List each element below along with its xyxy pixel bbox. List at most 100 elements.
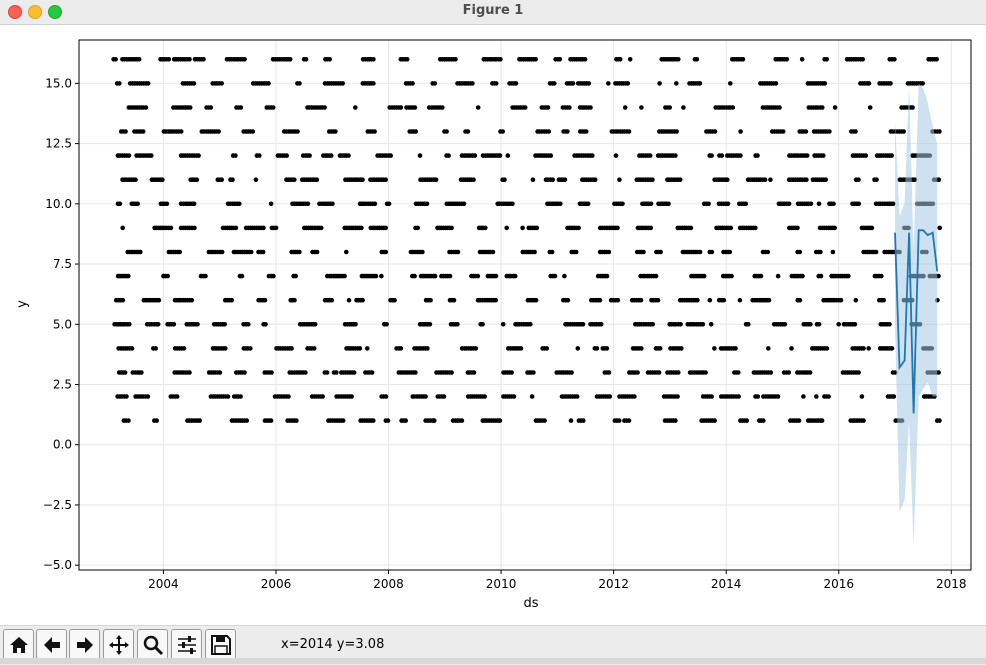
data-point (775, 394, 781, 399)
data-point (688, 225, 694, 231)
data-point (590, 153, 595, 158)
data-point (504, 225, 510, 231)
data-point (856, 370, 861, 375)
data-point (655, 297, 661, 303)
data-point (709, 249, 715, 255)
data-point (219, 81, 224, 86)
data-point (728, 81, 733, 86)
data-point (360, 297, 365, 303)
figure-canvas[interactable]: 2004 2006 2008 2010 2012 2014 2016 2018 −5.0 −2.5… (0, 25, 986, 625)
data-point (386, 201, 392, 207)
data-point (432, 418, 437, 423)
data-point (197, 418, 203, 423)
data-point (432, 273, 438, 279)
data-point (273, 225, 279, 231)
data-point (357, 346, 363, 351)
back-button[interactable] (36, 629, 67, 660)
data-point (155, 322, 161, 327)
data-point (822, 81, 828, 86)
data-point (647, 153, 653, 158)
data-point (694, 57, 700, 62)
forward-button[interactable] (69, 629, 100, 660)
home-icon (10, 637, 28, 653)
data-point (575, 346, 581, 351)
pan-button[interactable] (103, 629, 134, 660)
zoom-icon (143, 635, 164, 656)
data-point (233, 153, 238, 158)
data-point (674, 129, 679, 134)
data-point (824, 346, 830, 351)
data-point (832, 225, 837, 231)
zoom-button[interactable] (137, 629, 168, 660)
maximize-window-button[interactable] (48, 5, 62, 19)
data-point (307, 153, 312, 158)
data-point (178, 129, 184, 134)
x-tick-label: 2012 (598, 577, 629, 591)
data-point (768, 177, 773, 182)
data-point (676, 370, 681, 375)
data-point (284, 153, 290, 158)
data-point (936, 370, 941, 375)
data-point (766, 346, 771, 351)
data-point (359, 225, 364, 231)
data-point (650, 177, 655, 182)
save-button[interactable] (205, 629, 236, 660)
x-axis-label: ds (523, 596, 538, 611)
data-point (852, 322, 858, 327)
data-point (135, 201, 140, 207)
data-point (545, 105, 551, 110)
data-point (866, 346, 871, 351)
data-point (766, 297, 772, 303)
data-point (799, 57, 805, 62)
data-point (513, 81, 519, 86)
data-point (433, 177, 439, 182)
data-point (219, 249, 225, 255)
data-point (303, 370, 308, 375)
data-point (548, 153, 554, 158)
data-point (736, 394, 741, 399)
data-point (819, 418, 825, 423)
data-point (666, 201, 671, 207)
data-point (823, 177, 828, 182)
data-point (738, 129, 743, 134)
data-point (650, 322, 655, 327)
forecast-line (894, 229, 939, 414)
data-point (126, 153, 132, 158)
data-point (700, 322, 706, 327)
data-point (340, 418, 346, 423)
data-point (260, 249, 266, 255)
data-point (530, 177, 536, 182)
data-point (831, 201, 836, 207)
data-point (191, 81, 197, 86)
figure-background (0, 25, 986, 625)
data-point (420, 249, 425, 255)
minimize-window-button[interactable] (28, 5, 42, 19)
data-point (576, 225, 581, 231)
data-point (353, 105, 358, 110)
data-point (181, 346, 187, 351)
data-point (755, 394, 761, 399)
data-point (552, 273, 558, 279)
home-button[interactable] (3, 629, 34, 660)
data-point (861, 418, 866, 423)
data-point (625, 81, 631, 86)
data-point (890, 201, 896, 207)
configure-subplots-button[interactable] (171, 629, 202, 660)
data-point (140, 129, 146, 134)
data-point (583, 129, 589, 134)
data-point (208, 105, 214, 110)
data-point (816, 322, 822, 327)
data-point (838, 297, 844, 303)
data-point (384, 322, 389, 327)
data-point (500, 129, 506, 134)
data-point (627, 57, 633, 62)
data-point (168, 225, 174, 231)
data-point (297, 249, 302, 255)
data-point (223, 346, 228, 351)
data-point (573, 249, 579, 255)
data-point (937, 418, 942, 423)
data-point (707, 297, 713, 303)
close-window-button[interactable] (8, 5, 22, 19)
data-point (780, 129, 786, 134)
data-point (502, 177, 507, 182)
